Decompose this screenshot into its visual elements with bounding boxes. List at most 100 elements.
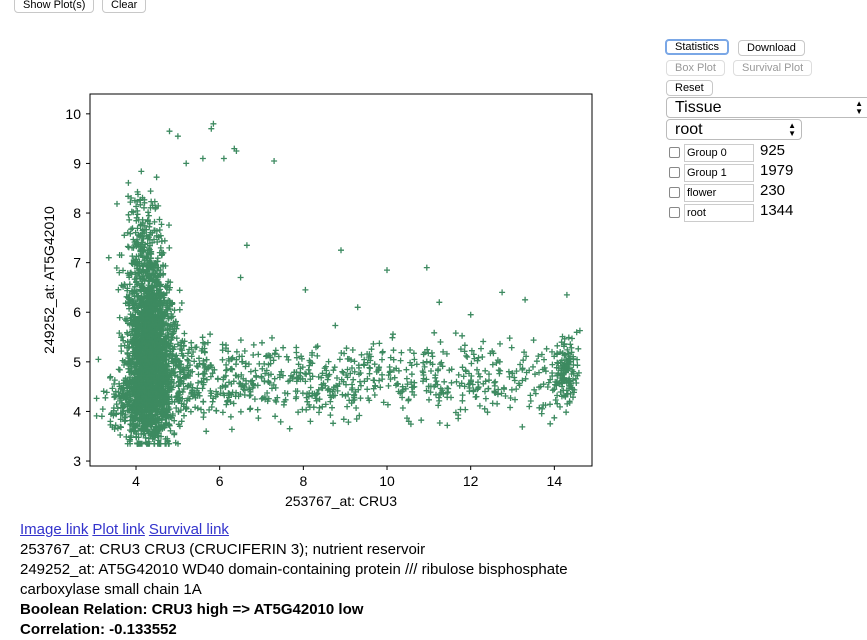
scatter-point bbox=[549, 361, 556, 368]
scatter-point bbox=[547, 420, 554, 427]
scatter-point bbox=[113, 265, 120, 271]
scatter-point bbox=[145, 406, 152, 413]
group-checkbox[interactable] bbox=[669, 147, 680, 158]
scatter-point bbox=[444, 422, 451, 429]
scatter-point bbox=[557, 349, 564, 355]
scatter-point bbox=[372, 382, 379, 389]
scatter-point bbox=[569, 386, 576, 393]
scatter-point bbox=[196, 355, 202, 362]
scatter-point bbox=[484, 409, 491, 416]
scatter-point bbox=[131, 361, 138, 368]
scatter-point bbox=[207, 331, 214, 338]
scatter-point bbox=[252, 367, 259, 374]
scatter-point bbox=[142, 416, 149, 423]
scatter-point bbox=[339, 391, 346, 398]
group-name-field[interactable]: flower bbox=[684, 184, 754, 202]
scatter-point bbox=[143, 401, 150, 408]
scatter-point bbox=[295, 409, 302, 416]
scatter-point bbox=[423, 358, 430, 365]
scatter-point bbox=[500, 384, 507, 391]
scatter-point bbox=[142, 344, 149, 351]
scatter-point bbox=[307, 418, 314, 425]
scatter-point bbox=[135, 191, 141, 198]
survival-plot-button[interactable]: Survival Plot bbox=[733, 60, 813, 76]
scatter-point bbox=[371, 392, 378, 398]
scatter-point bbox=[233, 148, 240, 154]
scatter-point bbox=[128, 226, 135, 233]
scatter-point bbox=[379, 348, 386, 355]
scatter-point bbox=[125, 320, 131, 327]
scatter-point bbox=[133, 433, 140, 440]
group-checkbox[interactable] bbox=[669, 187, 680, 198]
reset-button[interactable]: Reset bbox=[666, 80, 713, 96]
scatter-point bbox=[152, 260, 159, 266]
group-checkbox[interactable] bbox=[669, 207, 680, 218]
scatter-point bbox=[384, 267, 390, 274]
group-name-field[interactable]: Group 1 bbox=[684, 164, 754, 182]
group-checkbox[interactable] bbox=[669, 167, 680, 178]
scatter-point bbox=[319, 403, 326, 410]
scatter-point bbox=[184, 397, 191, 404]
scatter-point bbox=[162, 311, 169, 318]
tissue-select[interactable]: Tissue ▲ ▼ bbox=[666, 97, 867, 118]
scatter-point bbox=[211, 366, 218, 373]
scatter-point bbox=[144, 249, 151, 256]
scatter-point bbox=[165, 315, 172, 322]
scatter-point bbox=[169, 299, 176, 306]
scatter-point bbox=[256, 360, 263, 367]
scatter-point bbox=[142, 321, 149, 327]
scatter-point bbox=[145, 209, 152, 216]
scatter-point bbox=[420, 375, 427, 382]
scatter-point bbox=[115, 286, 122, 293]
scatter-point bbox=[170, 330, 177, 337]
scatter-point bbox=[519, 365, 526, 372]
survival-link[interactable]: Survival link bbox=[148, 521, 229, 538]
group-name-field[interactable]: Group 0 bbox=[684, 144, 754, 162]
scatter-point bbox=[189, 368, 196, 375]
clear-button[interactable]: Clear bbox=[102, 0, 147, 13]
scatter-point bbox=[344, 403, 351, 410]
scatter-point bbox=[269, 334, 275, 341]
scatter-point bbox=[139, 301, 146, 307]
scatter-point bbox=[575, 345, 582, 352]
image-link[interactable]: Image link bbox=[20, 521, 89, 538]
scatter-point bbox=[181, 330, 188, 337]
scatter-point bbox=[306, 404, 313, 411]
scatter-point bbox=[539, 405, 546, 412]
scatter-point bbox=[286, 425, 293, 432]
scatter-point bbox=[567, 353, 574, 360]
scatter-point bbox=[156, 344, 163, 351]
scatter-point bbox=[166, 374, 173, 381]
scatter-point bbox=[145, 438, 152, 445]
scatter-point bbox=[468, 360, 475, 367]
scatter-point bbox=[345, 419, 352, 426]
statistics-button[interactable]: Statistics bbox=[665, 39, 730, 55]
scatter-point bbox=[551, 386, 558, 393]
scatter-point bbox=[175, 440, 181, 447]
box-plot-button[interactable]: Box Plot bbox=[666, 60, 725, 76]
scatter-point bbox=[132, 401, 139, 408]
show-plots-button[interactable]: Show Plot(s) bbox=[14, 0, 95, 13]
scatter-point bbox=[456, 382, 463, 389]
scatter-point bbox=[459, 397, 466, 404]
scatter-point bbox=[255, 351, 262, 358]
scatter-point bbox=[554, 392, 561, 399]
scatter-point bbox=[140, 235, 147, 242]
scatter-point bbox=[508, 386, 515, 393]
scatter-point bbox=[219, 347, 226, 354]
scatter-point bbox=[574, 362, 581, 369]
group-select[interactable]: root ▲ ▼ bbox=[666, 119, 802, 140]
scatter-point bbox=[110, 407, 117, 414]
scatter-point bbox=[349, 365, 355, 371]
download-button[interactable]: Download bbox=[738, 40, 805, 56]
plot-link[interactable]: Plot link bbox=[92, 521, 145, 538]
scatter-point bbox=[122, 411, 129, 418]
scatter-point bbox=[453, 378, 460, 385]
scatter-point bbox=[147, 229, 154, 236]
scatter-point bbox=[364, 351, 371, 357]
scatter-point bbox=[418, 417, 425, 424]
scatter-point bbox=[130, 404, 137, 411]
scatter-point bbox=[174, 133, 181, 140]
scatter-point bbox=[130, 425, 137, 432]
group-name-field[interactable]: root bbox=[684, 204, 754, 222]
